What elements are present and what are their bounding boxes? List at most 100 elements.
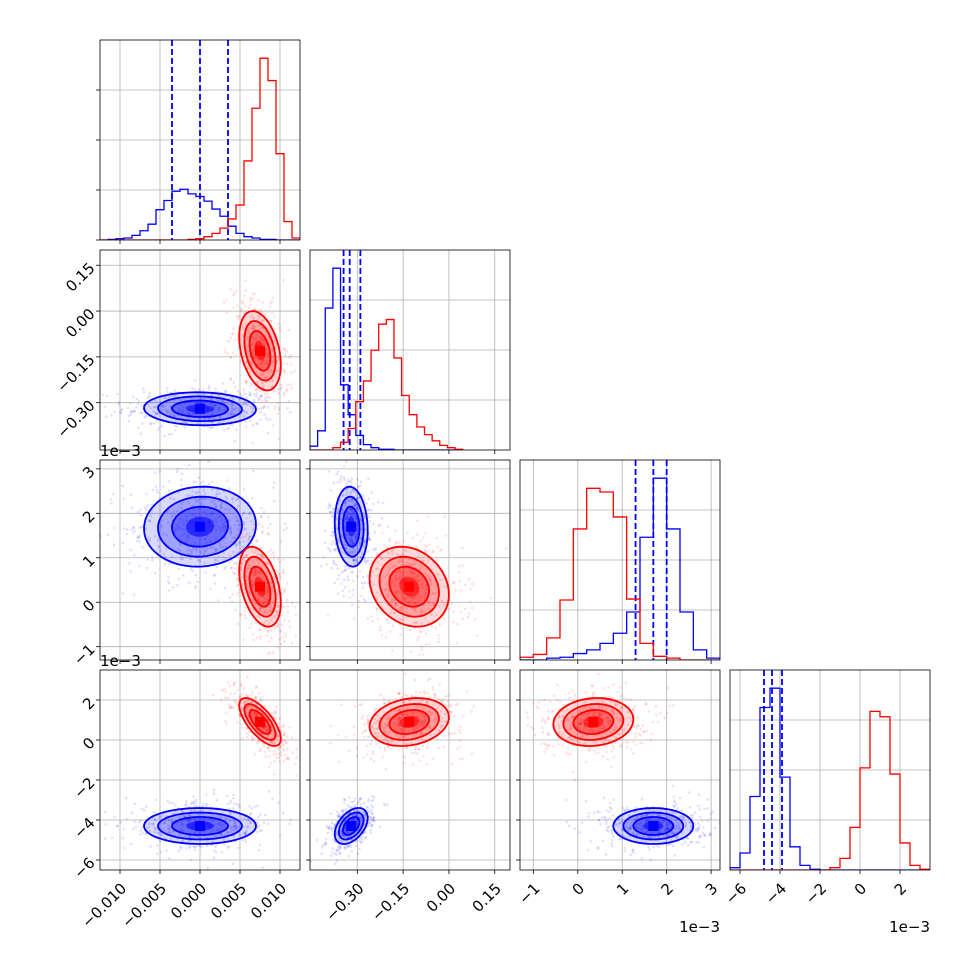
scatter-point: [634, 825, 638, 829]
scatter-point: [260, 553, 264, 556]
scatter-point: [438, 704, 441, 707]
scatter-point: [159, 833, 163, 837]
scatter-point: [158, 426, 161, 430]
scatter-point: [370, 740, 374, 743]
scatter-point: [684, 825, 688, 828]
scatter-point: [170, 516, 174, 519]
scatter-point: [166, 521, 170, 525]
scatter-point: [236, 519, 239, 523]
scatter-point: [261, 406, 265, 410]
scatter-point: [278, 326, 282, 329]
scatter-point: [238, 392, 242, 396]
scatter-point: [603, 817, 607, 820]
scatter-point: [428, 601, 431, 604]
scatter-point: [182, 408, 185, 411]
scatter-point: [406, 561, 409, 564]
scatter-point: [342, 476, 346, 479]
scatter-point: [281, 811, 285, 815]
scatter-point: [270, 629, 273, 632]
scatter-point: [110, 502, 113, 505]
scatter-point: [141, 826, 144, 829]
scatter-point: [398, 608, 401, 611]
scatter-point: [369, 828, 373, 832]
scatter-point: [150, 401, 154, 405]
scatter-point: [386, 573, 390, 577]
scatter-point: [618, 838, 621, 841]
scatter-point: [213, 834, 217, 837]
scatter-point: [405, 742, 409, 746]
scatter-point: [359, 480, 363, 484]
scatter-point: [132, 526, 136, 529]
scatter-point: [427, 621, 430, 624]
scatter-point: [397, 723, 401, 727]
scatter-point: [347, 499, 351, 503]
scatter-point: [203, 537, 207, 541]
scatter-point: [470, 606, 474, 610]
scatter-point: [192, 480, 195, 484]
scatter-point: [423, 544, 427, 547]
scatter-point: [381, 501, 385, 505]
scatter-point: [270, 726, 274, 730]
scatter-point: [212, 856, 216, 860]
scatter-point: [224, 711, 228, 715]
scatter-point: [168, 561, 171, 565]
scatter-point: [359, 703, 363, 706]
scatter-point: [217, 599, 220, 602]
scatter-point: [259, 395, 262, 398]
scatter-point: [324, 841, 328, 844]
scatter-point: [228, 553, 231, 557]
scatter-point: [402, 539, 406, 543]
scatter-point: [241, 536, 245, 539]
scatter-point: [378, 746, 382, 749]
scatter-point: [391, 624, 395, 627]
scatter-point: [272, 715, 276, 719]
scatter-point: [190, 549, 194, 553]
scatter-point: [214, 504, 218, 508]
scatter-point: [263, 404, 266, 408]
scatter-point: [659, 809, 663, 812]
scatter-point: [343, 801, 346, 805]
scatter-point: [222, 839, 226, 842]
scatter-point: [362, 582, 365, 586]
scatter-point: [184, 528, 187, 531]
scatter-point: [183, 420, 186, 424]
scatter-point: [218, 492, 221, 495]
scatter-point: [153, 535, 157, 538]
scatter-point: [237, 583, 240, 587]
scatter-point: [456, 641, 459, 645]
scatter-point: [141, 831, 145, 835]
scatter-point: [250, 807, 253, 810]
scatter-point: [193, 804, 197, 808]
scatter-point: [339, 546, 343, 550]
scatter-point: [301, 381, 304, 384]
scatter-point: [395, 742, 398, 745]
scatter-point: [234, 701, 237, 705]
scatter-point: [332, 481, 336, 485]
scatter-point: [253, 356, 256, 360]
scatter-point: [343, 798, 346, 801]
scatter-point: [261, 399, 264, 403]
scatter-point: [680, 809, 684, 812]
scatter-point: [373, 709, 376, 712]
scatter-point: [355, 523, 359, 526]
scatter-point: [355, 557, 358, 561]
scatter-point: [278, 637, 282, 641]
scatter-point: [181, 519, 184, 522]
scatter-point: [279, 642, 283, 646]
scatter-point: [383, 804, 387, 807]
scatter-point: [229, 356, 232, 360]
scatter-point: [353, 549, 356, 552]
scatter-point: [663, 827, 666, 830]
scatter-point: [212, 574, 216, 577]
scatter-point: [256, 713, 259, 716]
scatter-point: [250, 542, 254, 546]
scatter-point: [216, 489, 219, 492]
scatter-point: [454, 588, 457, 592]
scatter-point: [399, 633, 402, 637]
scatter-point: [245, 516, 249, 520]
scatter-point: [238, 588, 242, 591]
scatter-point: [236, 389, 240, 393]
scatter-point: [256, 714, 259, 717]
scatter-point: [101, 393, 105, 397]
